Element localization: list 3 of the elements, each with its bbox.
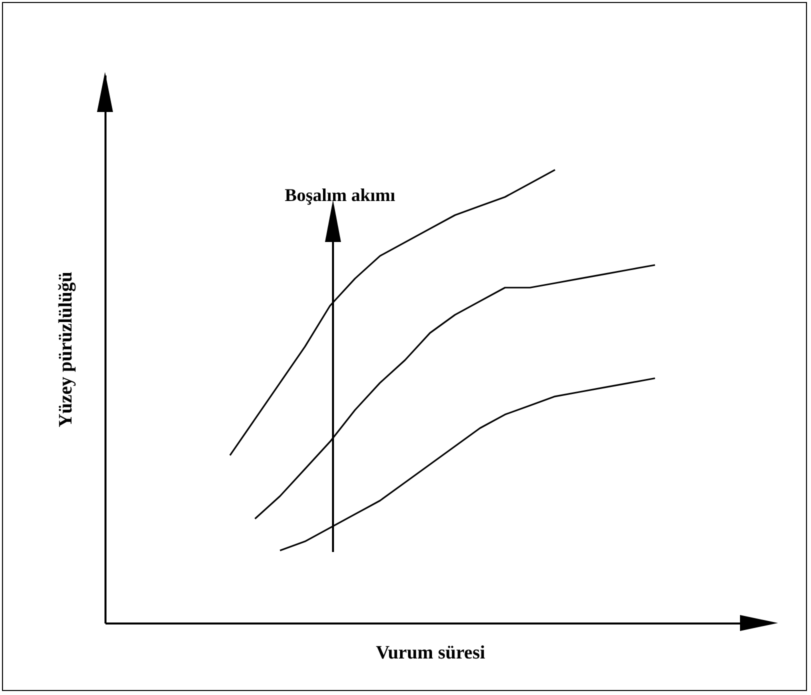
x-axis-title: Vurum süresi xyxy=(376,642,486,664)
annotation: Boşalım akımı xyxy=(284,185,396,205)
y-axis-title: Yüzey pürüzlülüğü xyxy=(56,271,76,428)
